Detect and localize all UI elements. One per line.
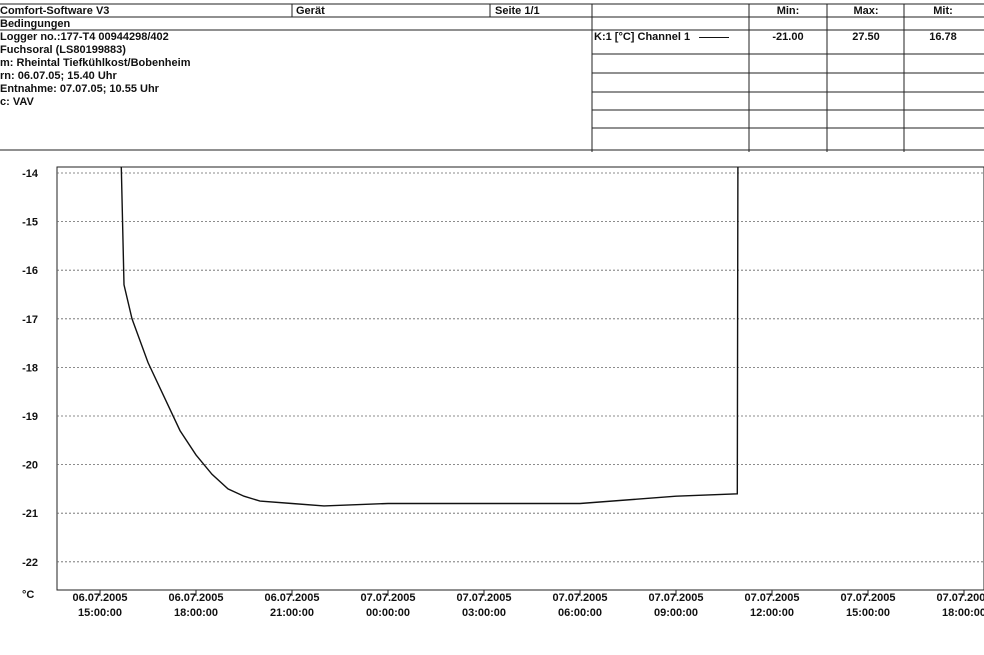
info-line: rn: 06.07.05; 15.40 Uhr: [0, 70, 117, 82]
y-tick-label: -18: [22, 362, 38, 374]
max-value: 27.50: [852, 31, 880, 43]
x-tick-label: 03:00:00: [462, 607, 506, 619]
x-tick-label: 15:00:00: [846, 607, 890, 619]
x-tick-label: 07.07.2005: [936, 592, 984, 604]
y-axis: -14 -15 -16 -17 -18 -19 -20 -21 -22: [22, 168, 39, 569]
x-tick-label: 07.07.2005: [744, 592, 799, 604]
y-tick-label: -19: [22, 411, 38, 423]
channel-label: K:1 [°C] Channel 1: [594, 31, 730, 43]
y-tick-label: -15: [22, 217, 38, 229]
x-tick-label: 07.07.2005: [648, 592, 703, 604]
x-tick-label: 18:00:00: [942, 607, 984, 619]
x-axis: 06.07.2005 15:00:00 06.07.2005 18:00:00 06.0…: [72, 590, 984, 619]
x-tick-label: 21:00:00: [270, 607, 314, 619]
min-value: -21.00: [772, 31, 804, 43]
info-line: m: Rheintal Tiefkühlkost/Bobenheim: [0, 57, 191, 69]
x-tick-label: 18:00:00: [174, 607, 218, 619]
x-tick-label: 15:00:00: [78, 607, 122, 619]
x-tick-label: 07.07.2005: [456, 592, 511, 604]
device-label: Gerät: [296, 5, 325, 17]
grid-lines: [57, 172, 984, 563]
x-tick-label: 07.07.2005: [360, 592, 415, 604]
y-tick-label: -17: [22, 314, 38, 326]
y-axis-unit: °C: [22, 589, 34, 601]
x-tick-label: 06.07.2005: [264, 592, 319, 604]
channel-name: K:1 [°C] Channel 1: [594, 31, 691, 43]
series-line: [120, 166, 739, 507]
temperature-chart: -14 -15 -16 -17 -18 -19 -20 -21 -22 06.07.2005 15…: [22, 166, 984, 619]
x-tick-label: 07.07.2005: [552, 592, 607, 604]
header-panel: Comfort-Software V3 Gerät Seite 1/1 Bedi…: [0, 0, 984, 152]
conditions-label: Bedingungen: [0, 18, 71, 30]
x-tick-label: 06:00:00: [558, 607, 602, 619]
x-tick-label: 00:00:00: [366, 607, 410, 619]
channel-line-icon: [699, 36, 730, 38]
y-tick-label: -14: [22, 168, 39, 180]
x-tick-label: 09:00:00: [654, 607, 698, 619]
plot-frame: [56, 166, 984, 591]
page-indicator: Seite 1/1: [495, 5, 540, 17]
info-line: Fuchsoral (LS80199883): [0, 44, 126, 56]
info-line: Entnahme: 07.07.05; 10.55 Uhr: [0, 83, 159, 95]
header-grid: [0, 3, 984, 152]
y-tick-label: -20: [22, 460, 38, 472]
y-tick-label: -21: [22, 508, 38, 520]
x-tick-label: 06.07.2005: [72, 592, 127, 604]
x-tick-label: 07.07.2005: [840, 592, 895, 604]
y-tick-label: -22: [22, 557, 38, 569]
max-label: Max:: [853, 5, 879, 17]
avg-label: Mit:: [933, 5, 953, 17]
y-tick-label: -16: [22, 265, 38, 277]
min-label: Min:: [776, 5, 800, 17]
avg-value: 16.78: [929, 31, 957, 43]
app-title: Comfort-Software V3: [0, 5, 110, 17]
info-line: Logger no.:177-T4 00944298/402: [0, 31, 169, 43]
x-tick-label: 06.07.2005: [168, 592, 223, 604]
info-line: c: VAV: [0, 96, 34, 108]
x-tick-label: 12:00:00: [750, 607, 794, 619]
